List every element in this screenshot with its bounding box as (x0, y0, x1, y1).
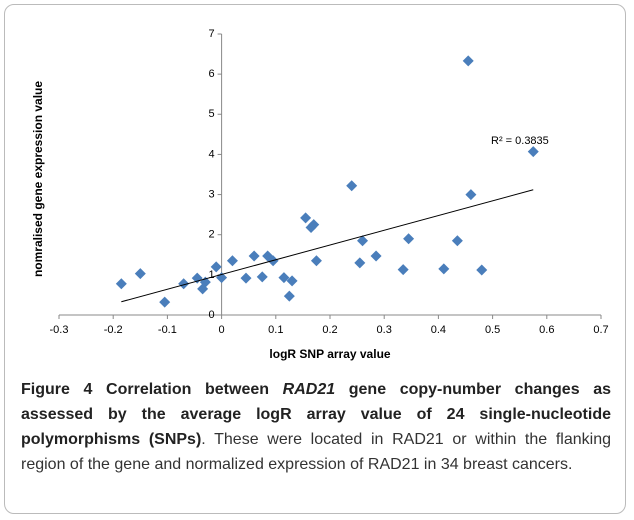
caption: Figure 4 Correlation between RAD21 gene … (21, 377, 611, 477)
data-point (226, 255, 238, 267)
data-point (346, 180, 358, 192)
x-tick-label: 0.2 (322, 324, 337, 336)
y-tick-label: 4 (208, 148, 214, 160)
data-point (370, 250, 382, 262)
data-point (248, 250, 260, 262)
figure-number: Figure 4 (21, 381, 93, 398)
x-tick-label: -0.1 (158, 324, 177, 336)
data-point (210, 261, 222, 273)
data-point (300, 212, 312, 224)
y-tick-label: 5 (208, 108, 214, 120)
data-point (438, 263, 450, 275)
data-point (527, 146, 539, 158)
data-point (462, 55, 474, 67)
data-point (278, 272, 290, 284)
x-tick-label: -0.3 (50, 324, 69, 336)
data-point (310, 255, 322, 267)
data-point (283, 290, 295, 302)
y-tick-label: 1 (208, 269, 214, 281)
x-axis-label: logR SNP array value (269, 347, 390, 361)
x-tick-label: 0.4 (431, 324, 446, 336)
y-tick-label: 7 (208, 28, 214, 40)
y-tick-label: 0 (208, 309, 214, 321)
y-tick-label: 2 (208, 229, 214, 241)
data-point (354, 257, 366, 269)
data-point (286, 275, 298, 287)
data-point (397, 264, 409, 276)
caption-title: Correlation between (106, 381, 270, 398)
x-tick-label: -0.2 (104, 324, 123, 336)
data-point (308, 219, 320, 231)
data-point (403, 233, 415, 245)
data-point (159, 296, 171, 308)
data-point (115, 278, 127, 290)
figure-frame: R² = 0.3835 logR SNP array value nomrali… (4, 4, 626, 514)
data-point (357, 235, 369, 247)
annotation: R² = 0.3835 (491, 135, 549, 147)
data-point (240, 272, 252, 284)
x-tick-label: 0 (219, 324, 225, 336)
y-tick-label: 3 (208, 188, 214, 200)
gene-name: RAD21 (282, 381, 336, 398)
data-point (134, 268, 146, 280)
y-axis-label: nomralised gene expression value (31, 81, 45, 277)
data-point (256, 271, 268, 283)
chart: R² = 0.3835 logR SNP array value nomrali… (31, 28, 608, 361)
x-tick-label: 0.6 (539, 324, 554, 336)
x-tick-label: 0.3 (377, 324, 392, 336)
trend-line (121, 189, 534, 303)
caption-text: . These were located in RAD21 or within … (21, 431, 611, 473)
x-tick-label: 0.1 (268, 324, 283, 336)
data-point (465, 189, 477, 201)
data-point (178, 278, 190, 290)
data-point (476, 264, 488, 276)
x-tick-label: 0.5 (485, 324, 500, 336)
data-point (451, 235, 463, 247)
x-tick-label: 0.7 (593, 324, 608, 336)
y-tick-label: 6 (208, 68, 214, 80)
caption-title: gene copy-number changes as assessed by … (21, 381, 612, 448)
